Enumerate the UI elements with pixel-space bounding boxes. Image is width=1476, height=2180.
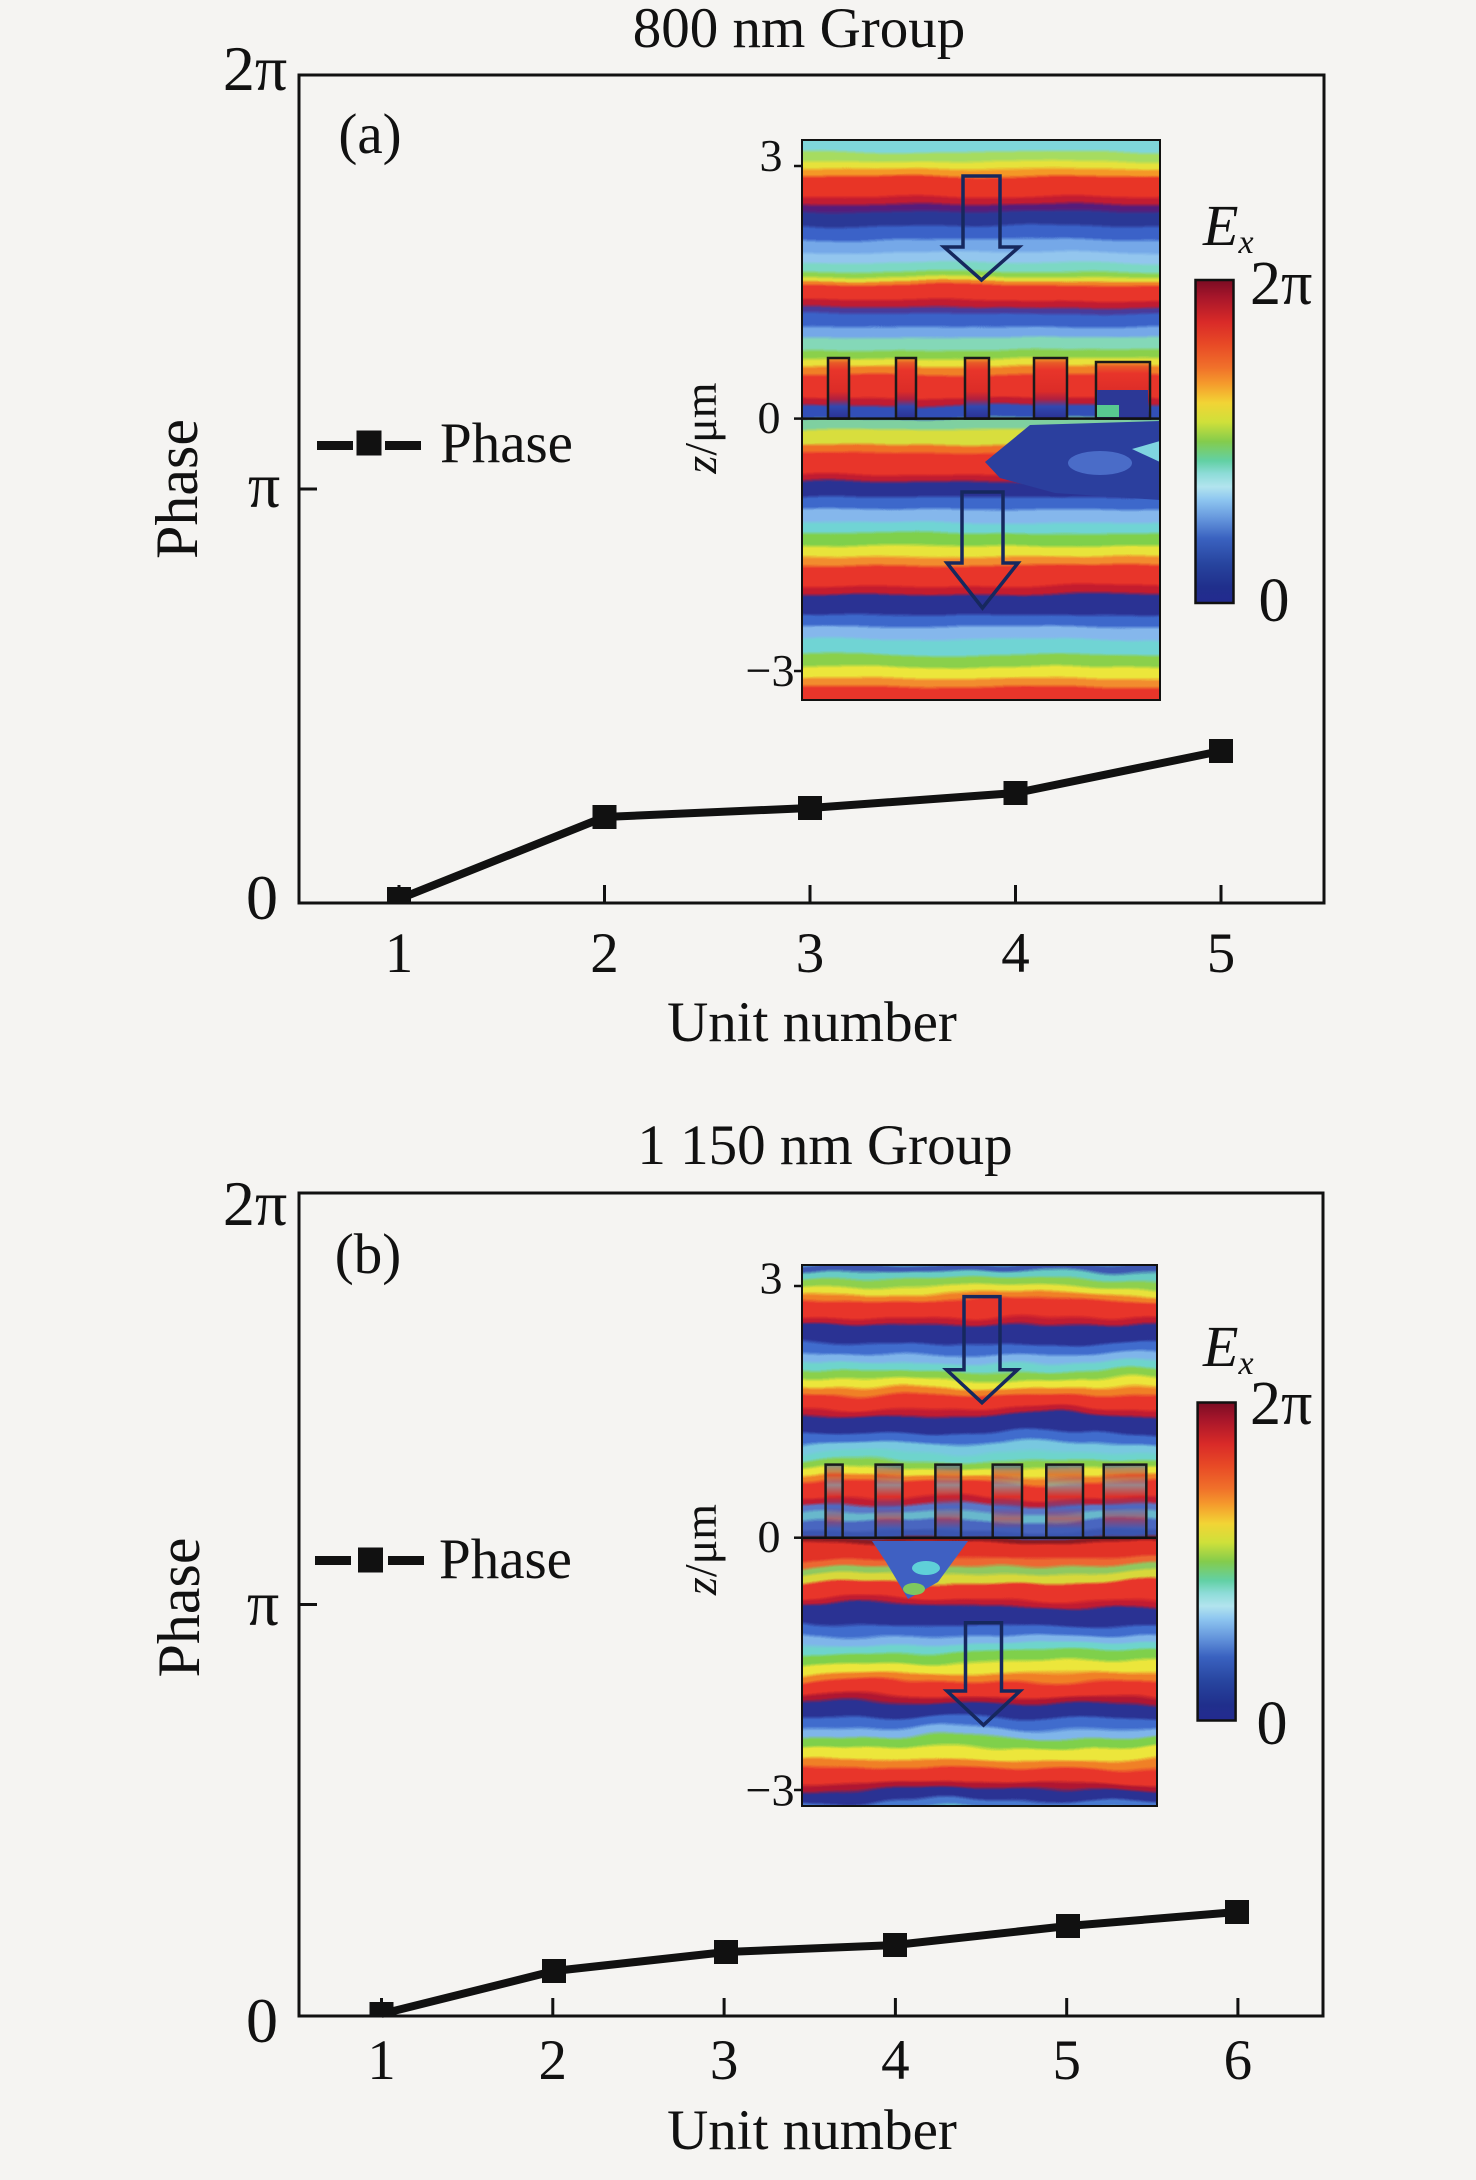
svg-text:2π: 2π (1250, 1370, 1312, 1438)
svg-text:z/μm: z/μm (675, 382, 726, 474)
svg-text:3: 3 (760, 130, 783, 181)
svg-text:1 150 nm Group: 1 150 nm Group (637, 1114, 1012, 1177)
svg-text:Phase: Phase (439, 1528, 572, 1591)
svg-text:0: 0 (246, 1985, 278, 2056)
svg-text:(a): (a) (338, 103, 401, 166)
svg-text:6: 6 (1224, 2029, 1253, 2092)
svg-text:0: 0 (1259, 567, 1290, 635)
svg-text:3: 3 (796, 922, 825, 985)
svg-text:800 nm Group: 800 nm Group (633, 0, 965, 60)
svg-text:Phase: Phase (144, 419, 210, 559)
svg-text:2π: 2π (223, 1168, 287, 1239)
svg-text:Ex: Ex (1202, 1314, 1254, 1382)
svg-text:z/μm: z/μm (675, 1504, 726, 1596)
svg-text:Phase: Phase (440, 412, 573, 475)
svg-text:0: 0 (758, 392, 781, 443)
svg-text:4: 4 (1001, 922, 1030, 985)
svg-text:Unit number: Unit number (667, 991, 957, 1054)
svg-text:0: 0 (758, 1511, 781, 1562)
svg-text:4: 4 (881, 2029, 910, 2092)
svg-text:−3: −3 (746, 645, 795, 696)
svg-text:5: 5 (1207, 922, 1236, 985)
svg-text:3: 3 (710, 2029, 739, 2092)
svg-text:Phase: Phase (146, 1538, 212, 1678)
svg-text:(b): (b) (335, 1223, 401, 1286)
svg-text:2π: 2π (223, 33, 287, 104)
svg-text:1: 1 (385, 922, 414, 985)
svg-text:−3: −3 (746, 1765, 795, 1816)
svg-text:3: 3 (760, 1253, 783, 1304)
svg-text:π: π (248, 450, 280, 521)
svg-text:2: 2 (539, 2029, 568, 2092)
svg-text:π: π (247, 1568, 279, 1639)
svg-text:2: 2 (590, 922, 619, 985)
svg-text:1: 1 (367, 2029, 396, 2092)
svg-text:2π: 2π (1250, 250, 1312, 318)
svg-text:0: 0 (1257, 1690, 1288, 1758)
svg-text:0: 0 (246, 862, 278, 933)
svg-text:Unit number: Unit number (667, 2099, 957, 2162)
svg-text:5: 5 (1052, 2029, 1081, 2092)
